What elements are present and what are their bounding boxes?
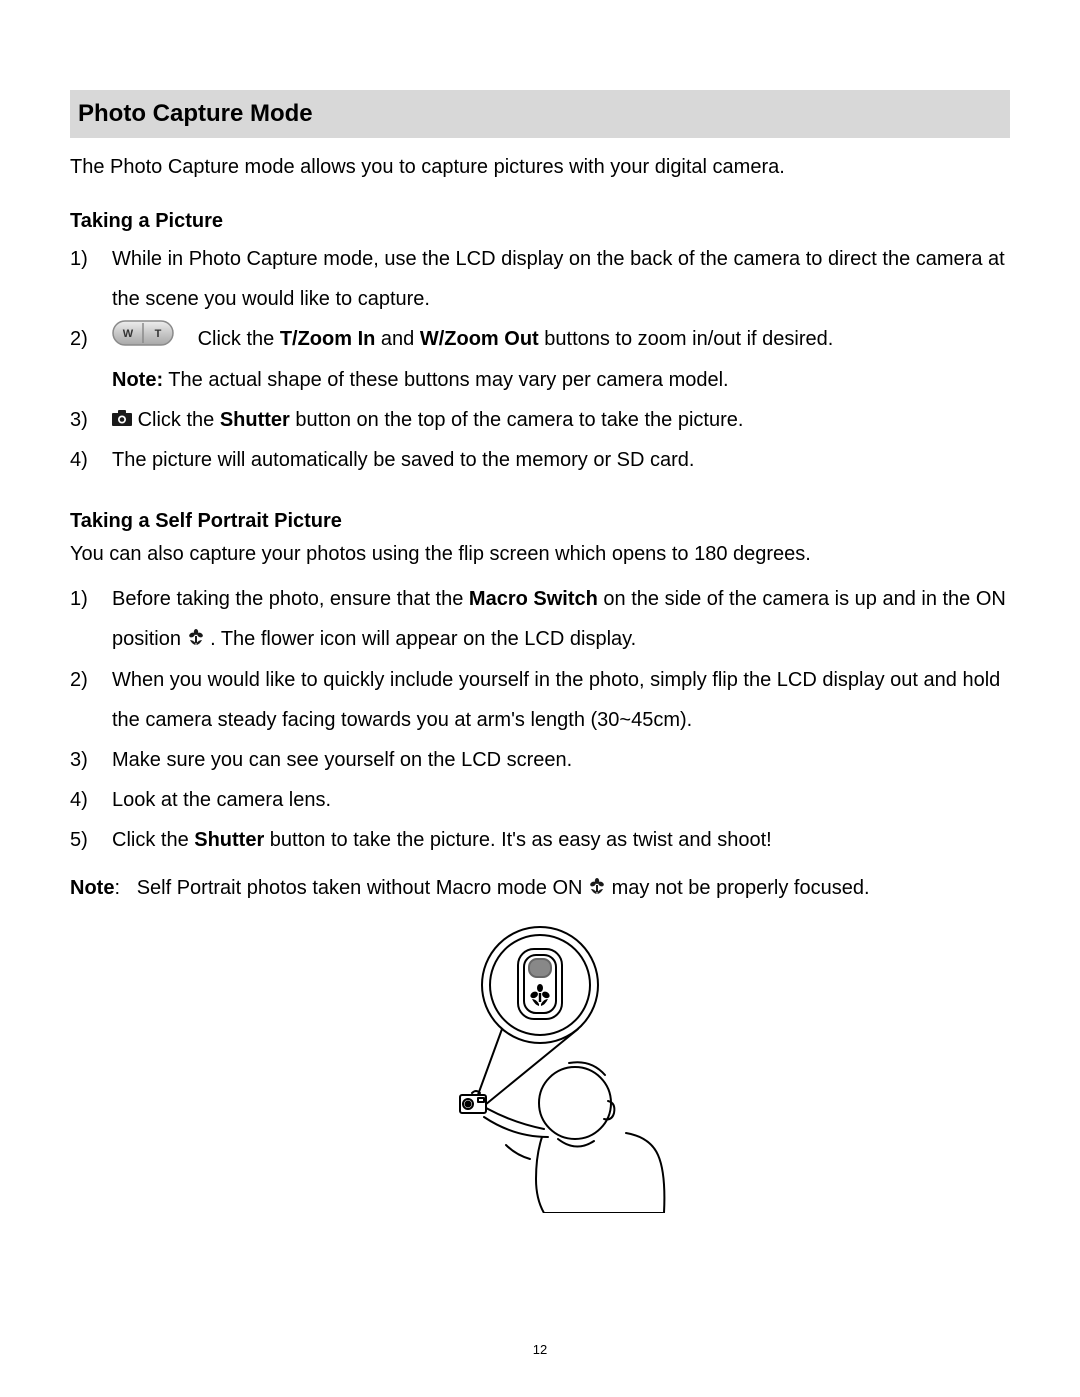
list-number: 1): [70, 239, 112, 279]
list-item: 4) Look at the camera lens.: [70, 780, 1010, 820]
list-number: 3): [70, 740, 112, 780]
text-fragment: Click the: [112, 829, 194, 851]
self-portrait-illustration: [70, 923, 1010, 1218]
text-fragment: and: [375, 328, 419, 350]
list-taking-picture: 1) While in Photo Capture mode, use the …: [70, 239, 1010, 480]
bold-text: T/Zoom In: [280, 328, 376, 350]
page-number: 12: [0, 1342, 1080, 1357]
text-fragment: The actual shape of these buttons may va…: [163, 369, 729, 391]
flower-macro-icon: [187, 620, 205, 660]
text-fragment: Before taking the photo, ensure that the: [112, 588, 469, 610]
text-fragment: may not be properly focused.: [612, 877, 870, 899]
text-fragment: Click the: [198, 328, 280, 350]
self-portrait-intro: You can also capture your photos using t…: [70, 539, 1010, 569]
list-self-portrait: 1) Before taking the photo, ensure that …: [70, 579, 1010, 860]
list-content: Click the Shutter button to take the pic…: [112, 820, 1010, 860]
text-fragment: . The flower icon will appear on the LCD…: [210, 628, 636, 650]
list-item: 3) Click the Shutter button on the top o…: [70, 400, 1010, 441]
bold-text: Shutter: [220, 409, 290, 431]
list-item: 4) The picture will automatically be sav…: [70, 440, 1010, 480]
list-number: 5): [70, 820, 112, 860]
text-fragment: button on the top of the camera to take …: [290, 409, 744, 431]
text-fragment: button to take the picture. It's as easy…: [264, 829, 771, 851]
list-item: 3) Make sure you can see yourself on the…: [70, 740, 1010, 780]
list-item: 1) While in Photo Capture mode, use the …: [70, 239, 1010, 319]
note-line: Note: Self Portrait photos taken without…: [70, 872, 1010, 905]
text-fragment: Click the: [138, 409, 220, 431]
zoom-wt-button-icon: W T: [112, 320, 174, 360]
list-number: 2): [70, 319, 112, 359]
subheading-taking-picture: Taking a Picture: [70, 210, 1010, 233]
camera-icon: [112, 400, 132, 440]
list-content: When you would like to quickly include y…: [112, 660, 1010, 740]
list-content: Before taking the photo, ensure that the…: [112, 579, 1010, 660]
list-number: 1): [70, 579, 112, 619]
list-content: Look at the camera lens.: [112, 780, 1010, 820]
note-label: Note: [70, 877, 114, 899]
list-item: 1) Before taking the photo, ensure that …: [70, 579, 1010, 660]
note-label: Note:: [112, 369, 163, 391]
list-content: While in Photo Capture mode, use the LCD…: [112, 239, 1010, 319]
list-content: W T Click the T/Zoom In and W/Zoom Out b…: [112, 319, 1010, 400]
section-heading: Photo Capture Mode: [70, 90, 1010, 138]
bold-text: Macro Switch: [469, 588, 598, 610]
list-item: 2) W T: [70, 319, 1010, 400]
flower-macro-icon: [588, 873, 606, 905]
list-number: 4): [70, 440, 112, 480]
text-fragment: :: [114, 877, 120, 899]
list-number: 2): [70, 660, 112, 700]
list-content: Click the Shutter button on the top of t…: [112, 400, 1010, 441]
text-fragment: buttons to zoom in/out if desired.: [539, 328, 834, 350]
list-content: Make sure you can see yourself on the LC…: [112, 740, 1010, 780]
list-number: 3): [70, 400, 112, 440]
bold-text: W/Zoom Out: [420, 328, 539, 350]
list-item: 5) Click the Shutter button to take the …: [70, 820, 1010, 860]
text-fragment: Self Portrait photos taken without Macro…: [137, 877, 583, 899]
svg-text:W: W: [123, 328, 134, 340]
list-item: 2) When you would like to quickly includ…: [70, 660, 1010, 740]
list-content: The picture will automatically be saved …: [112, 440, 1010, 480]
intro-text: The Photo Capture mode allows you to cap…: [70, 152, 1010, 182]
bold-text: Shutter: [194, 829, 264, 851]
svg-text:T: T: [155, 328, 162, 340]
subheading-self-portrait: Taking a Self Portrait Picture: [70, 510, 1010, 533]
list-number: 4): [70, 780, 112, 820]
